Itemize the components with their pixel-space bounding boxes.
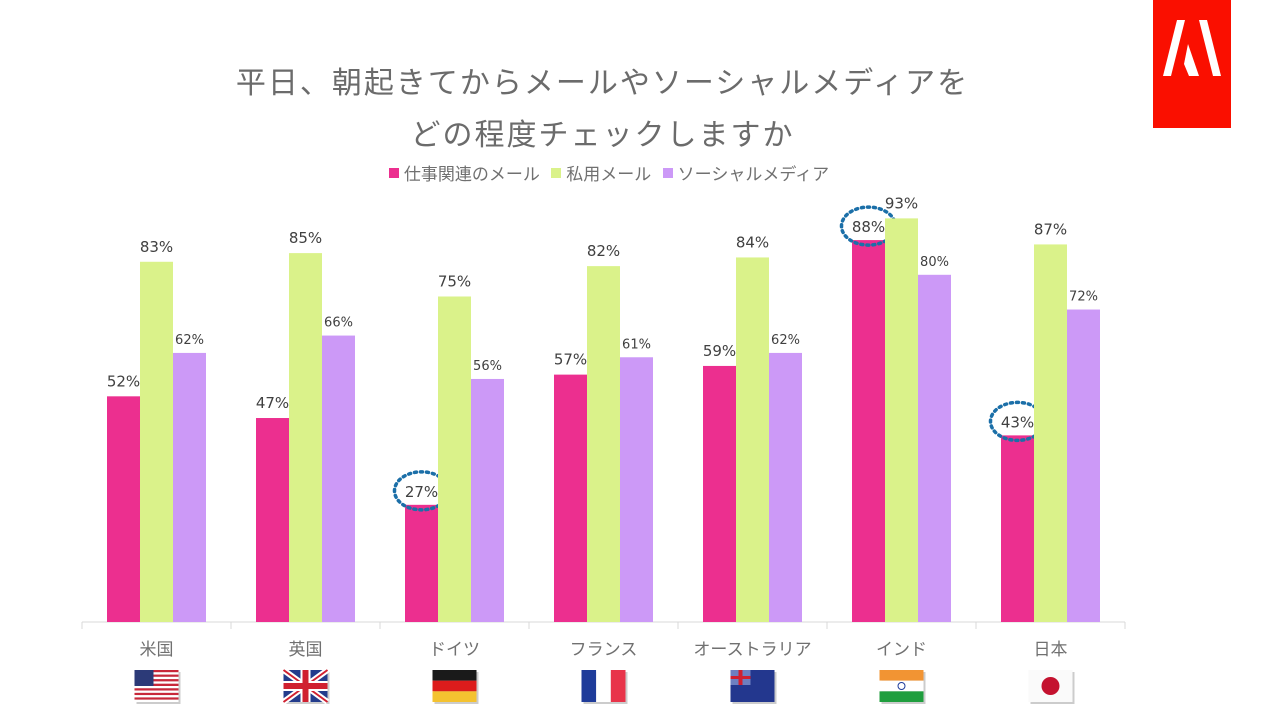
data-label: 27% bbox=[405, 483, 438, 501]
data-label: 47% bbox=[256, 394, 289, 412]
bar bbox=[703, 365, 736, 622]
adobe-a-icon bbox=[1163, 20, 1221, 76]
category-label: 米国 bbox=[140, 640, 174, 660]
category-label: オーストラリア bbox=[693, 640, 811, 660]
data-label: 93% bbox=[885, 194, 918, 212]
bar bbox=[256, 418, 289, 622]
india-flag-icon bbox=[879, 670, 926, 704]
data-label: 82% bbox=[587, 242, 620, 260]
legend-item: ソーシャルメディア bbox=[662, 160, 830, 185]
data-label: 56% bbox=[473, 359, 502, 374]
data-label: 61% bbox=[622, 337, 651, 352]
data-label: 43% bbox=[1001, 413, 1034, 431]
data-label: 85% bbox=[289, 229, 322, 247]
bar bbox=[554, 374, 587, 622]
bar bbox=[769, 352, 802, 622]
legend-label: 仕事関連のメール bbox=[403, 165, 540, 185]
bar bbox=[1001, 435, 1034, 622]
legend-label: ソーシャルメディア bbox=[677, 165, 830, 185]
bar bbox=[1034, 244, 1067, 623]
data-label: 80% bbox=[920, 255, 949, 270]
chart-title-line-1: 平日、朝起きてからメールやソーシャルメディアを bbox=[235, 66, 970, 101]
adobe-logo-text: Adobe bbox=[1243, 94, 1280, 113]
legend: 仕事関連のメール 私用メール ソーシャルメディア bbox=[0, 160, 1218, 185]
bar bbox=[322, 335, 355, 622]
bar bbox=[885, 218, 918, 622]
data-label: 75% bbox=[438, 273, 471, 291]
data-label: 59% bbox=[703, 342, 736, 360]
category-label: 日本 bbox=[1034, 640, 1068, 660]
bar bbox=[289, 253, 322, 622]
data-label: 62% bbox=[771, 333, 800, 348]
data-label: 88% bbox=[852, 218, 885, 236]
category-label: ドイツ bbox=[429, 640, 480, 660]
australia-flag-icon bbox=[730, 670, 777, 704]
bar bbox=[1067, 309, 1100, 622]
data-label: 57% bbox=[554, 351, 587, 369]
us-flag-icon bbox=[134, 670, 181, 704]
legend-swatch bbox=[662, 167, 673, 178]
data-label: 84% bbox=[736, 233, 769, 251]
legend-label: 私用メール bbox=[566, 165, 652, 185]
category-label: インド bbox=[876, 640, 927, 660]
category-label: 英国 bbox=[289, 640, 323, 660]
data-label: 62% bbox=[175, 333, 204, 348]
bar bbox=[736, 257, 769, 622]
bar bbox=[107, 396, 140, 622]
legend-swatch bbox=[388, 167, 399, 178]
chart-title-line-2: どの程度チェックしますか bbox=[410, 118, 795, 153]
bar bbox=[173, 352, 206, 622]
data-label: 87% bbox=[1034, 220, 1067, 238]
bar bbox=[405, 504, 438, 622]
legend-item: 私用メール bbox=[551, 160, 651, 185]
japan-flag-icon bbox=[1028, 670, 1075, 704]
france-flag-icon bbox=[581, 670, 628, 704]
data-label: 83% bbox=[140, 238, 173, 256]
bar bbox=[852, 240, 885, 622]
uk-flag-icon bbox=[281, 667, 330, 705]
legend-swatch bbox=[551, 167, 562, 178]
bar bbox=[438, 296, 471, 622]
bar bbox=[620, 357, 653, 622]
bar bbox=[918, 274, 951, 622]
bar bbox=[471, 378, 504, 622]
category-label: フランス bbox=[570, 640, 638, 660]
adobe-logo: Adobe bbox=[1153, 0, 1280, 128]
bar bbox=[140, 261, 173, 622]
data-label: 52% bbox=[107, 372, 140, 390]
data-label: 66% bbox=[324, 316, 353, 331]
data-label: 72% bbox=[1069, 290, 1098, 305]
bar bbox=[587, 266, 620, 622]
germany-flag-icon bbox=[432, 670, 479, 704]
legend-item: 仕事関連のメール bbox=[388, 160, 540, 185]
